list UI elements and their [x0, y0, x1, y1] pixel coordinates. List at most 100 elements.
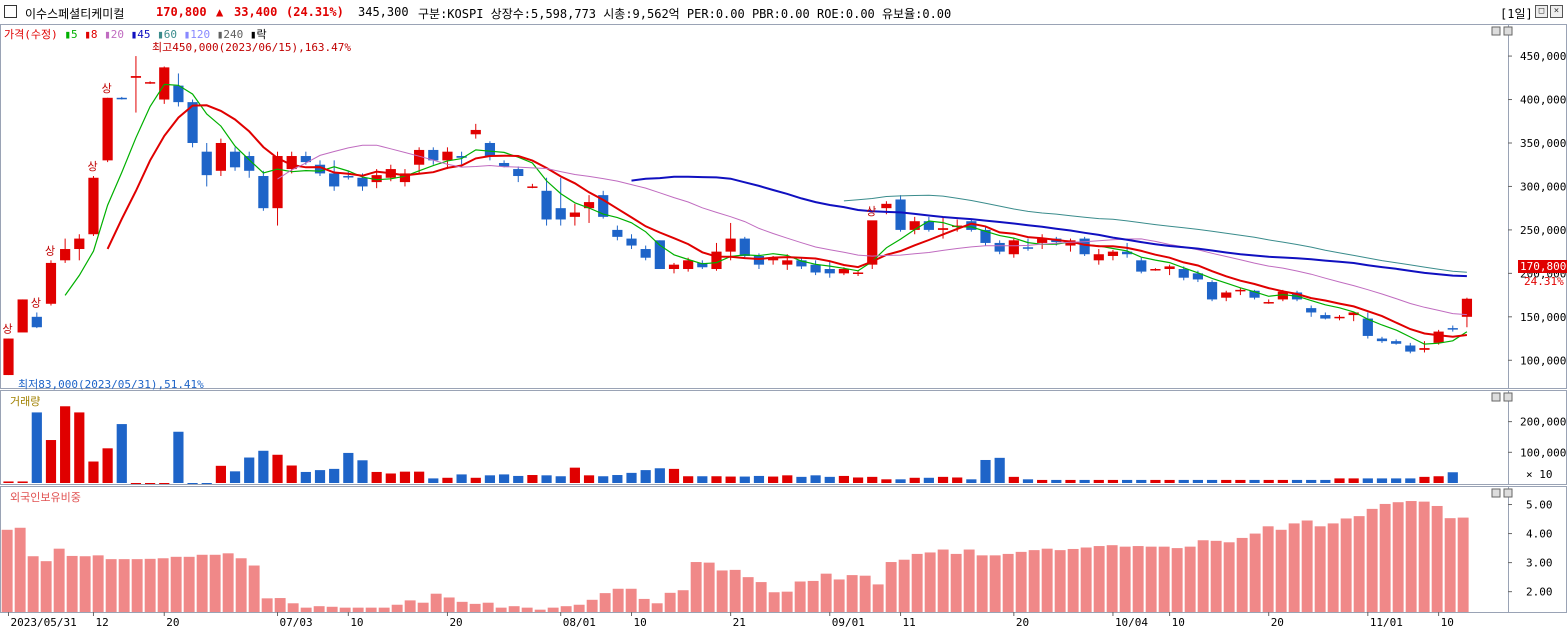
volume-bar [187, 483, 198, 484]
foreign-ratio-bar [1288, 523, 1300, 612]
x-tick-label: 10 [1172, 616, 1185, 629]
foreign-ratio-bar [989, 555, 1001, 612]
volume-bar [768, 476, 779, 483]
candle-body [442, 151, 453, 161]
foreign-ratio-bar [638, 598, 650, 612]
limit-up-marker: 상 [87, 160, 97, 173]
ma-legend-5[interactable]: ▮5 [64, 28, 78, 41]
volume-bar [272, 454, 283, 483]
volume-bar [329, 468, 340, 483]
volume-bar [668, 468, 680, 483]
candle-body [1376, 338, 1388, 342]
menu-checkbox-icon[interactable] [4, 5, 17, 18]
volume-bar [1376, 478, 1388, 483]
foreign-ratio-bar [547, 607, 559, 612]
candle-body [244, 156, 255, 171]
x-tick-label: 10 [1441, 616, 1454, 629]
candle-body [1150, 269, 1161, 271]
price-tick-label: 450,000 [1520, 50, 1566, 63]
limit-up-marker: 상 [866, 205, 876, 218]
candle-body [116, 97, 127, 100]
stock-name: 이수스페셜티케미컬 [25, 7, 125, 21]
volume-bar [116, 424, 127, 483]
price-tick-label: 350,000 [1520, 137, 1566, 150]
high-annotation: 최고450,000(2023/06/15),163.47% [152, 41, 352, 54]
foreign-ratio-bar [1015, 551, 1027, 612]
candle-body [513, 169, 524, 177]
candle-body [966, 221, 977, 230]
volume-bar [909, 477, 920, 483]
foreign-ratio-bar [846, 575, 858, 612]
volume-bar [881, 479, 892, 483]
volume-bar [74, 412, 85, 483]
candle-body [739, 238, 750, 256]
foreign-ratio-bar [144, 558, 156, 612]
volume-bar [130, 483, 142, 484]
foreign-tick-label: 2.00 [1526, 586, 1553, 599]
x-tick-label: 10/04 [1115, 616, 1148, 629]
candle-body [824, 269, 835, 274]
foreign-ratio-bar [495, 607, 507, 612]
maximize-icon[interactable]: □ [1535, 5, 1548, 18]
candle-body [654, 240, 665, 270]
candle-body [895, 199, 906, 230]
volume-bar [952, 477, 963, 483]
panel-border-vol [0, 390, 1567, 485]
volume-bar [824, 476, 835, 483]
volume-bar [456, 474, 467, 483]
candle-body [414, 149, 425, 165]
ma-legend-240[interactable]: ▮240 [210, 28, 244, 41]
foreign-ratio-bar [404, 600, 416, 612]
ma-legend-8[interactable]: ▮8 [77, 28, 98, 41]
volume-bar [711, 476, 722, 483]
volume-bar [980, 459, 991, 483]
foreign-ratio-bar [326, 606, 338, 612]
ma-legend-20[interactable]: ▮20 [97, 28, 124, 41]
candle-body [683, 260, 694, 270]
volume-bar [1022, 479, 1034, 483]
stock-change-pct: (24.31%) [286, 5, 344, 19]
candle-body [314, 164, 326, 174]
volume-bar [1122, 479, 1133, 483]
volume-bar [527, 475, 538, 483]
foreign-ratio-bar [651, 603, 663, 612]
x-tick-label: 11 [903, 616, 916, 629]
foreign-ratio-bar [170, 556, 182, 612]
candle-body [612, 229, 623, 237]
foreign-ratio-bar [1106, 545, 1118, 612]
foreign-ratio-bar [1249, 533, 1261, 612]
candle-body [796, 260, 807, 267]
volume-bar [1235, 479, 1246, 483]
volume-bar [1221, 479, 1232, 483]
panel-min-icon-vol [1491, 392, 1501, 402]
close-icon[interactable]: × [1550, 5, 1563, 18]
candle-body [541, 190, 552, 220]
candle-body [838, 269, 850, 274]
stock-price: 170,800 [156, 5, 207, 19]
volume-bar [1291, 479, 1303, 483]
volume-bar [1206, 479, 1218, 483]
foreign-ratio-bar [872, 584, 884, 612]
foreign-ratio-bar [924, 552, 936, 612]
price-tick-label: 300,000 [1520, 180, 1566, 193]
ma-legend-45[interactable]: ▮45 [123, 28, 151, 41]
candle-body [286, 156, 297, 170]
period-label[interactable]: [1일] [1500, 7, 1533, 21]
volume-bar [17, 481, 28, 483]
foreign-ratio-bar [1418, 501, 1430, 612]
volume-bar [399, 471, 411, 483]
foreign-ratio-bar [352, 607, 364, 612]
candle-body [1447, 328, 1458, 330]
ma20-line [277, 144, 1467, 316]
candle-body [17, 299, 28, 333]
foreign-ratio-bar [391, 604, 403, 612]
foreign-ratio-bar [716, 570, 728, 612]
ma-legend-120[interactable]: ▮120 [176, 28, 211, 41]
foreign-tick-label: 4.00 [1526, 528, 1553, 541]
foreign-ratio-bar [807, 580, 819, 612]
ma-legend-60[interactable]: ▮60 [150, 28, 177, 41]
candle-body [569, 212, 580, 217]
foreign-ratio-bar [430, 593, 442, 612]
ma-legend-락[interactable]: ▮락 [243, 28, 267, 41]
